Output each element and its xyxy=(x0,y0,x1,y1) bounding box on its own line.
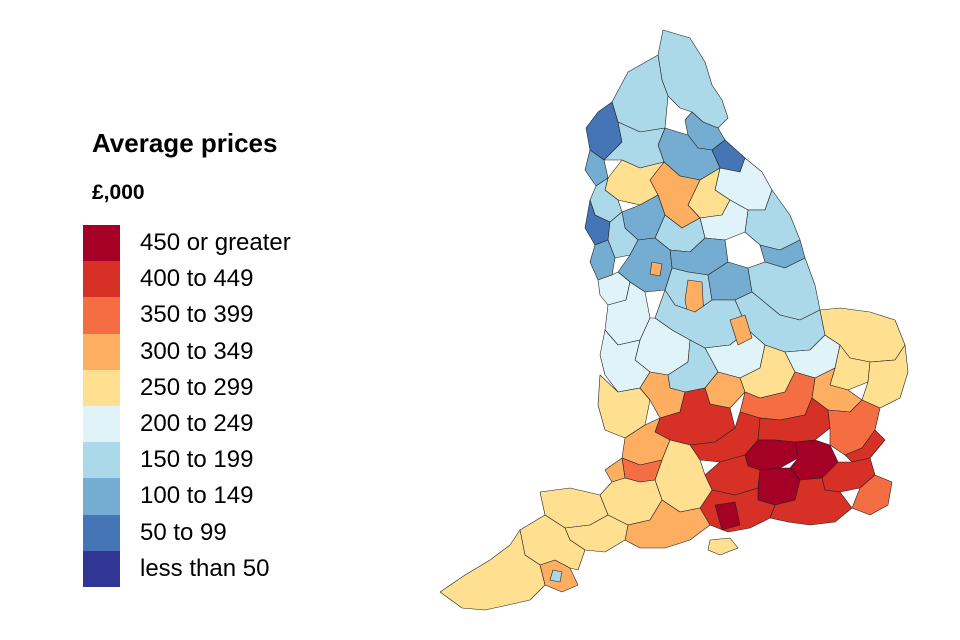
legend-item: less than 50 xyxy=(83,550,291,587)
legend-swatch xyxy=(83,405,120,443)
legend-label: 200 to 249 xyxy=(140,410,254,438)
legend-swatch xyxy=(83,550,120,587)
legend-item: 300 to 349 xyxy=(83,333,291,370)
legend-swatch xyxy=(83,225,120,262)
region-surrey xyxy=(757,467,801,506)
legend-swatch xyxy=(83,478,120,515)
region-torbay xyxy=(549,569,563,583)
legend-item: 150 to 199 xyxy=(83,442,291,479)
map-regions xyxy=(439,29,909,611)
legend-label: 350 to 399 xyxy=(140,301,254,329)
region-new-forest xyxy=(714,501,741,531)
legend-item: 250 to 299 xyxy=(83,369,291,406)
legend-list: 450 or greater 400 to 449 350 to 399 300… xyxy=(83,225,291,587)
legend-swatch xyxy=(83,297,120,334)
legend-item: 350 to 399 xyxy=(83,297,291,334)
legend-label: 450 or greater xyxy=(140,229,291,257)
region-leicester xyxy=(729,314,753,346)
legend-unit: £,000 xyxy=(92,181,145,204)
region-severn-estuary xyxy=(604,457,626,483)
legend-label: 150 to 199 xyxy=(140,446,254,474)
legend-label: less than 50 xyxy=(140,554,270,582)
region-isle-of-wight xyxy=(707,537,739,556)
legend-label: 400 to 449 xyxy=(140,265,254,293)
legend-item: 450 or greater xyxy=(83,225,291,262)
legend-swatch xyxy=(83,442,120,479)
legend-swatch xyxy=(83,333,120,370)
legend-swatch xyxy=(83,514,120,551)
region-sussex xyxy=(769,477,853,526)
legend-label: 50 to 99 xyxy=(140,518,227,546)
legend-label: 100 to 149 xyxy=(140,482,254,510)
legend-item: 200 to 249 xyxy=(83,405,291,443)
legend-title: Average prices xyxy=(92,128,278,158)
legend-label: 250 to 299 xyxy=(140,373,254,401)
region-dorset xyxy=(624,499,711,549)
region-stockport-pocket xyxy=(649,261,663,277)
legend-swatch xyxy=(83,261,120,298)
legend-item: 100 to 149 xyxy=(83,478,291,515)
legend-item: 400 to 449 xyxy=(83,261,291,298)
region-cornwall xyxy=(439,529,546,611)
legend-label: 300 to 349 xyxy=(140,337,254,365)
region-north-cumbria xyxy=(611,54,669,133)
legend-item: 50 to 99 xyxy=(83,514,291,551)
legend-swatch xyxy=(83,369,120,406)
